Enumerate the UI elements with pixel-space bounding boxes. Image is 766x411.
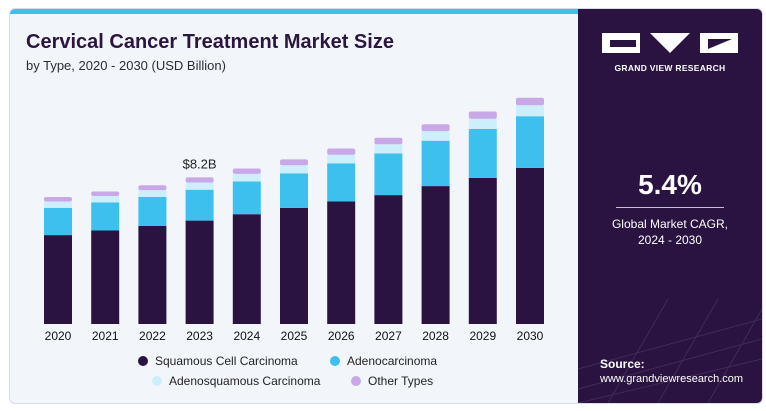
cagr-label-line1: Global Market CAGR,	[611, 217, 729, 231]
chart-legend: Squamous Cell Carcinoma Adenocarcinoma A…	[10, 349, 578, 399]
bar-segment-2021-other-types	[91, 191, 120, 196]
chart-title: Cervical Cancer Treatment Market Size	[26, 31, 394, 53]
x-tick-label-2021: 2021	[92, 329, 119, 343]
bar-segment-2026-squamous-cell-carcinoma	[327, 201, 356, 324]
bar-segment-2022-squamous-cell-carcinoma	[138, 226, 167, 324]
x-tick-label-2026: 2026	[328, 329, 355, 343]
stacked-bar-chart: 2020 2021 2022 2023 $8.2B 2024 2025 2026 2027 202…	[44, 97, 544, 343]
bar-segment-2027-other-types	[374, 137, 403, 145]
bar-segment-2027-squamous-cell-carcinoma	[374, 195, 403, 324]
x-tick-label-2022: 2022	[139, 329, 166, 343]
bar-segment-2029-other-types	[468, 111, 497, 119]
source-url: www.grandviewresearch.com	[600, 373, 744, 385]
legend-swatch-other	[351, 376, 361, 386]
cagr-label-line2: 2024 - 2030	[637, 233, 703, 247]
legend-item-other: Other Types	[351, 374, 433, 388]
bar-segment-2027-adenosquamous-carcinoma	[374, 144, 403, 154]
bar-segment-2023-adenocarcinoma	[185, 189, 214, 221]
legend-swatch-adenosquamous	[152, 376, 162, 386]
legend-item-adenosquamous: Adenosquamous Carcinoma	[152, 374, 320, 388]
x-tick-label-2020: 2020	[45, 329, 72, 343]
summary-sidebar: GRAND VIEW RESEARCH 5.4% Global Market C…	[578, 9, 762, 403]
legend-label-squamous: Squamous Cell Carcinoma	[155, 354, 298, 368]
legend-label-other: Other Types	[368, 374, 434, 388]
bar-segment-2023-other-types	[185, 177, 214, 183]
bar-segment-2025-squamous-cell-carcinoma	[280, 207, 308, 324]
bar-segment-2024-squamous-cell-carcinoma	[232, 214, 261, 324]
legend-label-adenocarcinoma: Adenocarcinoma	[347, 354, 438, 368]
bar-segment-2026-adenocarcinoma	[327, 163, 356, 202]
bar-segment-2025-adenosquamous-carcinoma	[280, 165, 308, 174]
bar-segment-2030-adenosquamous-carcinoma	[516, 105, 544, 117]
bar-segment-2020-adenosquamous-carcinoma	[44, 201, 72, 208]
bar-segment-2020-other-types	[44, 197, 72, 202]
x-tick-label-2027: 2027	[375, 329, 402, 343]
x-tick-label-2029: 2029	[469, 329, 496, 343]
bar-segment-2029-adenocarcinoma	[468, 128, 497, 178]
cagr-label: Global Market CAGR, 2024 - 2030	[578, 216, 762, 248]
bar-segment-2030-other-types	[516, 97, 544, 106]
bar-segment-2021-adenosquamous-carcinoma	[91, 196, 120, 203]
bar-segment-2025-adenocarcinoma	[280, 173, 308, 208]
bar-segment-2022-adenocarcinoma	[138, 197, 167, 226]
grand-view-research-logo	[602, 33, 738, 53]
x-tick-label-2030: 2030	[517, 329, 544, 343]
bar-segment-2029-adenosquamous-carcinoma	[468, 118, 497, 129]
bar-segment-2027-adenocarcinoma	[374, 153, 403, 196]
bar-segment-2020-adenocarcinoma	[44, 207, 72, 236]
infographic-card: Cervical Cancer Treatment Market Size by…	[9, 8, 763, 404]
legend-label-adenosquamous: Adenosquamous Carcinoma	[169, 374, 321, 388]
bar-segment-2023-squamous-cell-carcinoma	[185, 220, 214, 324]
data-label-2023: $8.2B	[183, 156, 217, 171]
bar-segment-2022-other-types	[138, 185, 167, 191]
legend-swatch-adenocarcinoma	[330, 356, 340, 366]
bar-segment-2024-adenosquamous-carcinoma	[232, 173, 261, 182]
bar-segment-2028-adenocarcinoma	[421, 140, 450, 187]
brand-name: GRAND VIEW RESEARCH	[614, 63, 726, 73]
bar-segment-2026-adenosquamous-carcinoma	[327, 154, 356, 164]
bar-segment-2024-other-types	[232, 168, 261, 174]
legend-swatch-squamous	[138, 356, 148, 366]
source-label: Source:	[600, 357, 645, 371]
x-tick-label-2024: 2024	[233, 329, 260, 343]
bar-segment-2024-adenocarcinoma	[232, 181, 261, 215]
cagr-value: 5.4%	[638, 169, 702, 200]
bar-segment-2026-other-types	[327, 148, 356, 155]
chart-panel: Cervical Cancer Treatment Market Size by…	[10, 9, 578, 403]
x-tick-label-2025: 2025	[281, 329, 308, 343]
bar-segment-2021-squamous-cell-carcinoma	[91, 230, 120, 324]
bar-segment-2028-squamous-cell-carcinoma	[421, 186, 450, 324]
legend-item-adenocarcinoma: Adenocarcinoma	[330, 354, 437, 368]
bar-segment-2028-other-types	[421, 124, 450, 132]
bar-segment-2023-adenosquamous-carcinoma	[185, 182, 214, 190]
bar-segment-2022-adenosquamous-carcinoma	[138, 190, 167, 197]
legend-item-squamous: Squamous Cell Carcinoma	[138, 354, 298, 368]
bar-segment-2021-adenocarcinoma	[91, 202, 120, 231]
decorative-grid	[578, 299, 762, 403]
bar-segment-2029-squamous-cell-carcinoma	[468, 177, 497, 324]
bar-segment-2030-squamous-cell-carcinoma	[516, 167, 544, 324]
accent-strip	[10, 9, 578, 14]
bar-segment-2020-squamous-cell-carcinoma	[44, 235, 72, 324]
x-tick-label-2023: 2023	[186, 329, 213, 343]
chart-subtitle: by Type, 2020 - 2030 (USD Billion)	[26, 58, 226, 73]
bar-segment-2025-other-types	[280, 159, 308, 166]
x-tick-label-2028: 2028	[422, 329, 449, 343]
cagr-divider	[616, 207, 724, 208]
bar-segment-2028-adenosquamous-carcinoma	[421, 131, 450, 141]
bar-segment-2030-adenocarcinoma	[516, 116, 544, 168]
